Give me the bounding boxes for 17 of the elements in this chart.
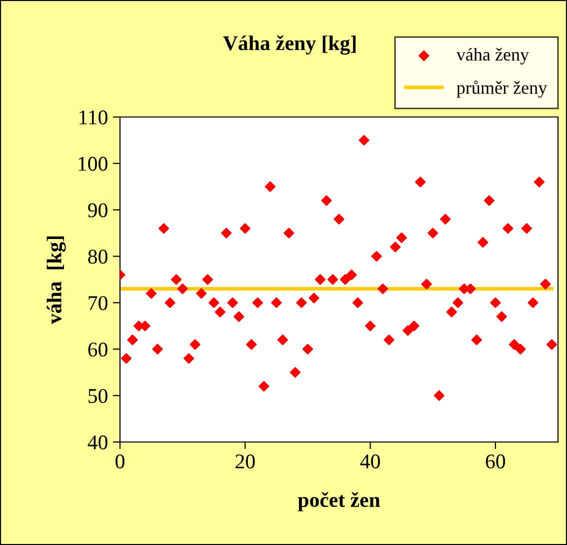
x-tick-label: 20	[236, 454, 255, 468]
y-tick-label: 100	[78, 156, 108, 171]
y-tick-label: 50	[88, 388, 108, 404]
y-axis-title: váha [kg]	[46, 236, 66, 324]
x-axis-title: počet žen	[298, 492, 380, 512]
y-tick-label: 80	[88, 250, 108, 264]
x-tick-label: 60	[486, 454, 506, 468]
legend-label: váha ženy	[456, 48, 530, 64]
y-tick-label: 70	[88, 296, 108, 310]
x-tick-label: 0	[116, 454, 124, 468]
chart-title: Váha ženy [kg]	[223, 35, 356, 55]
y-tick-label: 60	[88, 342, 108, 357]
y-tick-label: 40	[88, 435, 108, 450]
y-tick-label: 110	[80, 110, 108, 124]
legend-label: průměr ženy	[456, 80, 548, 98]
x-tick-label: 40	[360, 454, 380, 468]
y-tick-label: 90	[88, 203, 108, 218]
